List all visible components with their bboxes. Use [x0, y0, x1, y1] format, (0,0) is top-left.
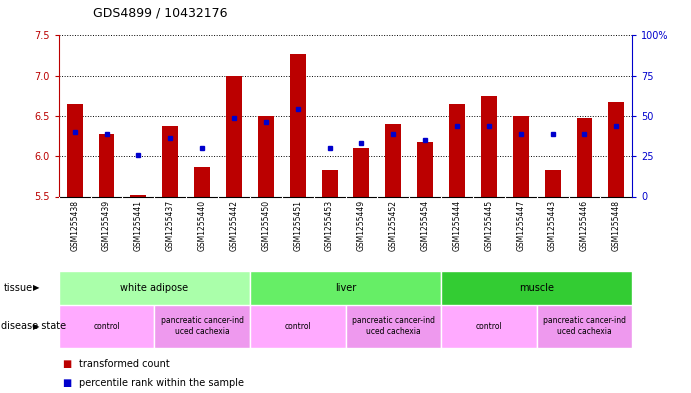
Text: GSM1255442: GSM1255442 [229, 200, 238, 251]
Text: GSM1255447: GSM1255447 [516, 200, 525, 252]
Bar [537, 305, 632, 348]
Text: pancreatic cancer-ind
uced cachexia: pancreatic cancer-ind uced cachexia [543, 316, 626, 336]
Text: disease state: disease state [1, 321, 66, 331]
Bar [162, 127, 178, 196]
Bar [354, 148, 370, 196]
Text: GSM1255439: GSM1255439 [102, 200, 111, 252]
Text: muscle: muscle [519, 283, 554, 293]
Bar [194, 167, 210, 196]
Text: white adipose: white adipose [120, 283, 189, 293]
Text: GSM1255437: GSM1255437 [166, 200, 175, 252]
Bar [59, 305, 154, 348]
Text: GSM1255454: GSM1255454 [421, 200, 430, 252]
Bar [290, 54, 305, 196]
Text: GSM1255449: GSM1255449 [357, 200, 366, 252]
Text: GSM1255446: GSM1255446 [580, 200, 589, 252]
Bar [258, 116, 274, 196]
Text: ▶: ▶ [33, 283, 39, 292]
Text: GSM1255451: GSM1255451 [293, 200, 302, 251]
Text: GSM1255452: GSM1255452 [389, 200, 398, 251]
Text: GSM1255440: GSM1255440 [198, 200, 207, 252]
Text: percentile rank within the sample: percentile rank within the sample [79, 378, 245, 388]
Text: GSM1255441: GSM1255441 [134, 200, 143, 251]
Bar [67, 104, 83, 196]
Text: GSM1255438: GSM1255438 [70, 200, 79, 251]
Bar [576, 118, 592, 196]
Bar [608, 102, 624, 196]
Bar [250, 271, 441, 305]
Bar [321, 170, 337, 196]
Text: ▶: ▶ [33, 322, 39, 331]
Bar [386, 124, 401, 196]
Bar [441, 305, 537, 348]
Bar [545, 170, 560, 196]
Bar [226, 75, 242, 196]
Text: GSM1255444: GSM1255444 [453, 200, 462, 252]
Bar [441, 271, 632, 305]
Bar [449, 104, 465, 196]
Bar [59, 271, 250, 305]
Bar [99, 134, 115, 196]
Text: control: control [475, 322, 502, 331]
Bar [417, 142, 433, 196]
Text: GSM1255450: GSM1255450 [261, 200, 270, 252]
Bar [131, 195, 146, 196]
Text: control: control [93, 322, 120, 331]
Text: pancreatic cancer-ind
uced cachexia: pancreatic cancer-ind uced cachexia [352, 316, 435, 336]
Text: GSM1255453: GSM1255453 [325, 200, 334, 252]
Text: pancreatic cancer-ind
uced cachexia: pancreatic cancer-ind uced cachexia [160, 316, 244, 336]
Text: control: control [284, 322, 311, 331]
Bar [346, 305, 441, 348]
Bar [154, 305, 250, 348]
Bar [513, 116, 529, 196]
Text: transformed count: transformed count [79, 358, 170, 369]
Text: GDS4899 / 10432176: GDS4899 / 10432176 [93, 7, 228, 20]
Bar [481, 96, 497, 196]
Text: ■: ■ [62, 358, 71, 369]
Text: GSM1255443: GSM1255443 [548, 200, 557, 252]
Text: liver: liver [335, 283, 356, 293]
Bar [250, 305, 346, 348]
Text: GSM1255445: GSM1255445 [484, 200, 493, 252]
Text: ■: ■ [62, 378, 71, 388]
Text: tissue: tissue [3, 283, 32, 293]
Text: GSM1255448: GSM1255448 [612, 200, 621, 251]
